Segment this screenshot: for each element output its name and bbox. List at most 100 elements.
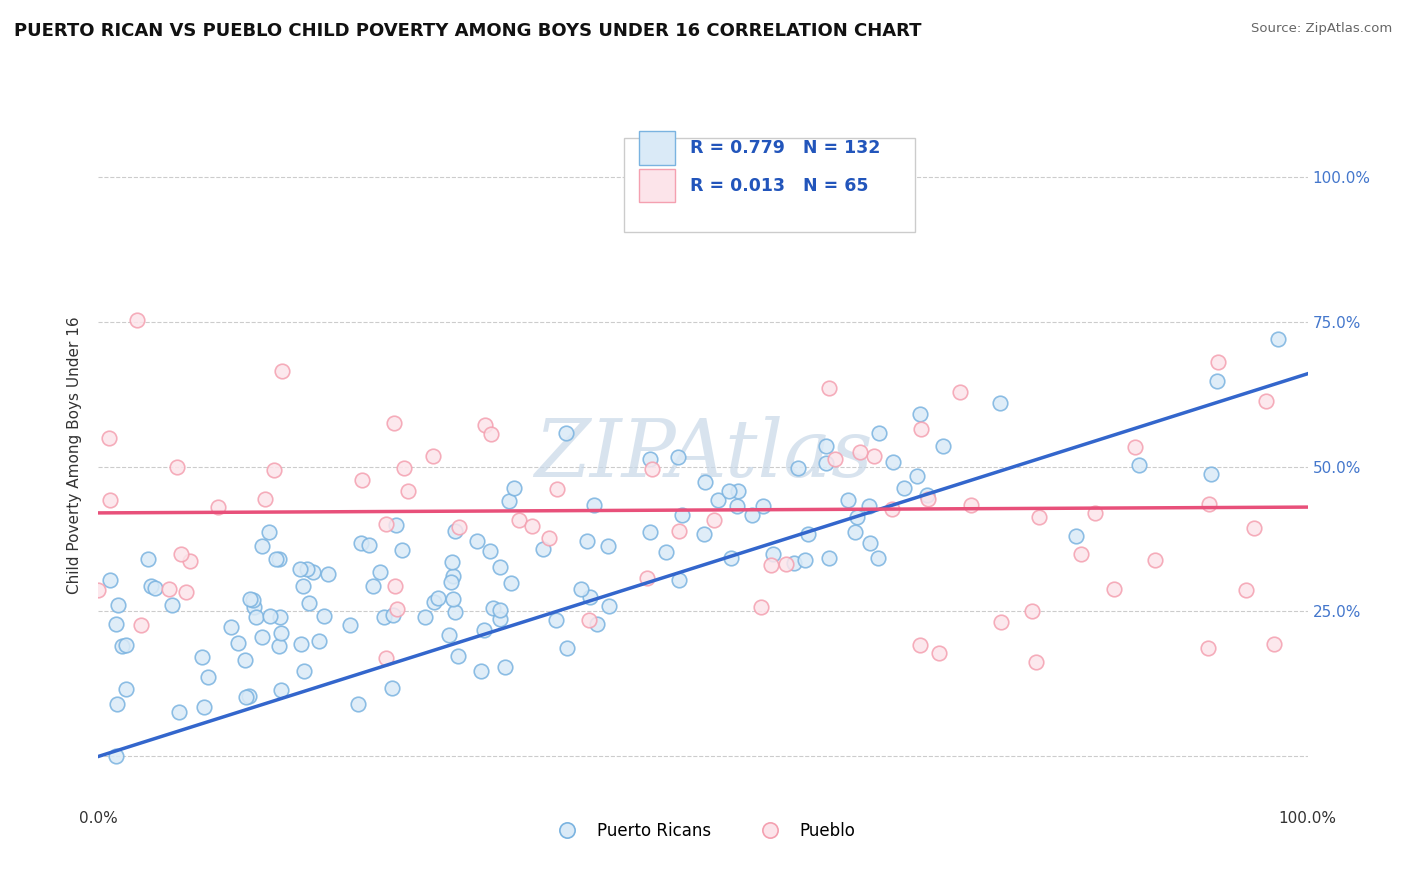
- Point: [949, 384, 972, 399]
- Point: [797, 527, 820, 541]
- Point: [668, 450, 690, 464]
- Point: [578, 613, 600, 627]
- Point: [368, 566, 391, 580]
- Point: [893, 481, 915, 495]
- Point: [245, 610, 267, 624]
- Point: [585, 616, 607, 631]
- Point: [638, 524, 661, 539]
- Text: R = 0.013   N = 65: R = 0.013 N = 65: [690, 177, 868, 194]
- Point: [110, 639, 132, 653]
- Point: [1070, 547, 1092, 561]
- Point: [391, 542, 413, 557]
- Point: [783, 557, 806, 571]
- Point: [441, 592, 464, 607]
- Point: [596, 539, 619, 553]
- Point: [440, 574, 463, 589]
- Point: [717, 484, 740, 499]
- Point: [1143, 553, 1166, 567]
- Point: [502, 481, 524, 495]
- Point: [472, 624, 495, 638]
- Point: [382, 608, 405, 623]
- Point: [373, 610, 395, 624]
- Point: [191, 649, 214, 664]
- Point: [1021, 604, 1043, 618]
- Point: [270, 626, 292, 640]
- FancyBboxPatch shape: [624, 138, 915, 232]
- Point: [1198, 497, 1220, 511]
- Point: [443, 524, 465, 538]
- Point: [844, 524, 866, 539]
- Point: [494, 659, 516, 673]
- Point: [423, 595, 446, 609]
- Point: [297, 561, 319, 575]
- Point: [1084, 506, 1107, 520]
- Point: [1206, 374, 1229, 388]
- Point: [636, 571, 658, 585]
- Point: [1206, 354, 1229, 368]
- Point: [761, 558, 783, 573]
- Point: [703, 513, 725, 527]
- Point: [87, 582, 110, 597]
- Point: [104, 749, 127, 764]
- Point: [467, 534, 489, 549]
- Point: [301, 565, 323, 579]
- Point: [312, 608, 335, 623]
- Point: [359, 538, 381, 552]
- Point: [482, 601, 505, 615]
- Point: [751, 600, 773, 615]
- Point: [1263, 638, 1285, 652]
- Point: [422, 449, 444, 463]
- Point: [910, 638, 932, 652]
- Point: [288, 562, 311, 576]
- Point: [259, 524, 281, 539]
- Point: [98, 493, 121, 508]
- Point: [254, 492, 277, 507]
- Point: [727, 484, 749, 499]
- Point: [907, 469, 929, 483]
- Point: [381, 681, 404, 696]
- Point: [179, 554, 201, 568]
- Point: [576, 534, 599, 549]
- Point: [235, 690, 257, 704]
- Point: [866, 551, 889, 566]
- Point: [1197, 641, 1219, 656]
- Point: [786, 461, 808, 475]
- Point: [385, 518, 408, 533]
- Text: PUERTO RICAN VS PUEBLO CHILD POVERTY AMONG BOYS UNDER 16 CORRELATION CHART: PUERTO RICAN VS PUEBLO CHILD POVERTY AMO…: [14, 22, 921, 40]
- Point: [308, 633, 330, 648]
- Point: [846, 510, 869, 524]
- Point: [250, 539, 273, 553]
- Point: [837, 493, 859, 508]
- Text: ZIPAtlas: ZIPAtlas: [534, 417, 872, 493]
- Point: [426, 591, 449, 605]
- Point: [720, 551, 742, 566]
- Point: [292, 664, 315, 678]
- Point: [143, 582, 166, 596]
- Point: [488, 560, 510, 574]
- Point: [197, 670, 219, 684]
- Point: [508, 513, 530, 527]
- Point: [193, 700, 215, 714]
- Point: [269, 610, 291, 624]
- Point: [444, 605, 467, 619]
- Point: [908, 407, 931, 421]
- Point: [413, 609, 436, 624]
- Point: [793, 553, 815, 567]
- Point: [97, 431, 120, 445]
- Point: [917, 491, 939, 506]
- Point: [824, 451, 846, 466]
- Point: [129, 617, 152, 632]
- Point: [668, 574, 690, 588]
- Point: [538, 532, 561, 546]
- Point: [761, 548, 783, 562]
- Point: [752, 499, 775, 513]
- Point: [1064, 528, 1087, 542]
- Point: [474, 417, 496, 432]
- Point: [105, 617, 128, 632]
- Point: [374, 517, 396, 532]
- Point: [882, 501, 904, 516]
- Point: [641, 462, 664, 476]
- Point: [654, 545, 676, 559]
- Point: [1028, 510, 1050, 524]
- Point: [960, 498, 983, 512]
